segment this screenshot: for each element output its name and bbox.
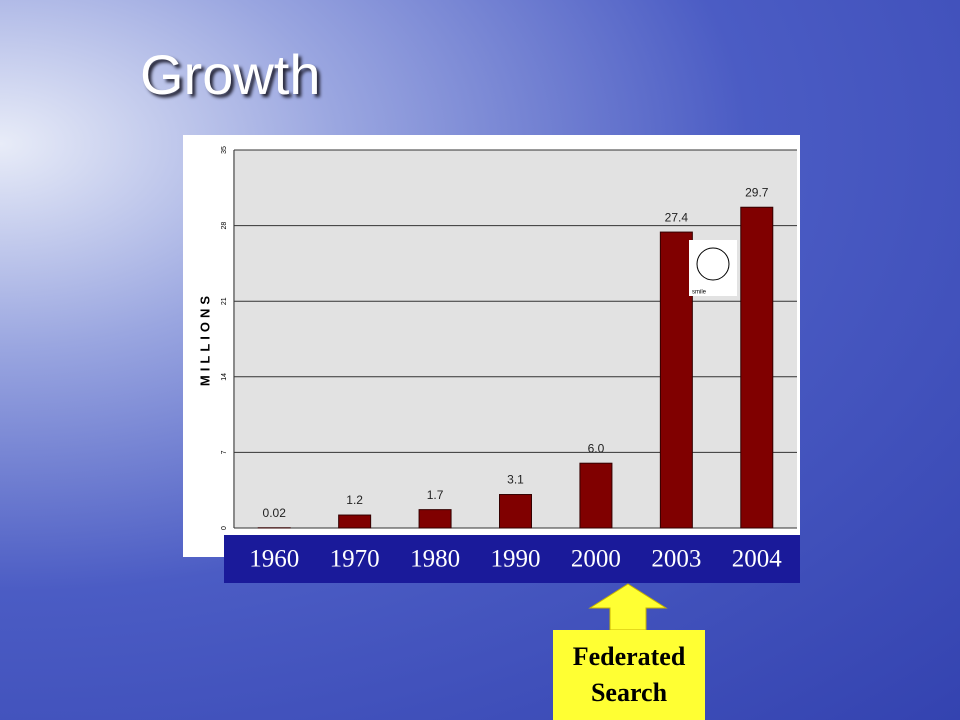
y-tick-label: 28	[221, 222, 228, 230]
smile-face	[696, 247, 730, 281]
slide-title: Growth	[140, 43, 321, 106]
plot-area	[233, 150, 797, 528]
bar	[740, 206, 774, 529]
y-tick-label: 7	[221, 450, 228, 454]
x-tick-label: 1960	[249, 546, 299, 573]
x-tick-label: 2003	[651, 546, 701, 573]
y-tick-label: 35	[221, 146, 228, 154]
data-label: 27.4	[665, 210, 689, 224]
x-tick-label: 1980	[410, 546, 460, 573]
x-tick-label: 1970	[330, 546, 380, 573]
annotation: Federated Search	[553, 630, 705, 720]
y-tick-label: 14	[221, 373, 228, 381]
data-label: 29.7	[745, 185, 769, 199]
category-band	[224, 535, 800, 583]
bar	[659, 231, 693, 529]
data-label: 6.0	[588, 441, 605, 455]
x-tick-label: 2004	[732, 546, 783, 573]
data-label: 1.7	[427, 488, 444, 502]
x-tick-label: 1990	[491, 546, 541, 573]
image-caption: smile	[692, 290, 707, 296]
data-label: 1.2	[346, 493, 363, 507]
bar	[338, 514, 372, 529]
data-label: 3.1	[507, 473, 524, 487]
bar	[579, 462, 613, 529]
arrow	[588, 583, 668, 631]
bar	[418, 509, 452, 529]
data-label: 0.02	[263, 506, 287, 520]
bar	[499, 494, 532, 529]
x-tick-label: 2000	[571, 546, 621, 573]
y-axis-label: MILLIONS	[197, 292, 212, 386]
y-tick-label: 0	[221, 526, 228, 530]
y-tick-label: 21	[221, 297, 228, 305]
